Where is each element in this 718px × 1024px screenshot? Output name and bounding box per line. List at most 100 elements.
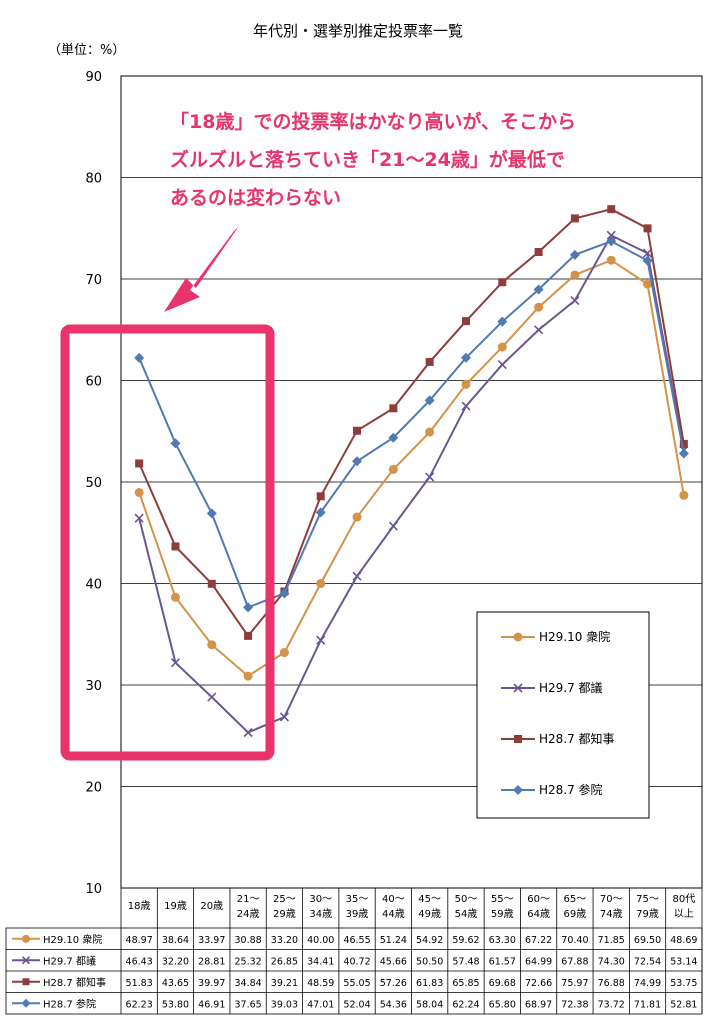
- data-point: [513, 785, 523, 795]
- x-category-label: 18歳: [128, 900, 151, 912]
- data-point: [170, 592, 180, 602]
- legend-entry: H29.10 衆院: [539, 630, 610, 644]
- annotation-text: あるのは変わらない: [170, 186, 341, 209]
- data-point: [316, 635, 326, 645]
- table-cell: 48.97: [126, 935, 153, 946]
- data-point: [316, 579, 326, 588]
- table-cell: 58.04: [416, 999, 443, 1010]
- legend-box: [476, 611, 650, 819]
- y-tick-label: 70: [85, 273, 102, 288]
- data-point: [679, 439, 688, 448]
- table-cell: 74.30: [598, 956, 625, 967]
- data-point: [244, 631, 253, 640]
- data-point: [207, 640, 217, 650]
- table-cell: 75.97: [561, 978, 588, 989]
- table-row-label: H28.7 参院: [43, 997, 96, 1010]
- data-point: [497, 316, 508, 327]
- table-cell: 59.62: [452, 935, 479, 946]
- data-point: [533, 284, 544, 295]
- legend-entry: H28.7 参院: [539, 782, 603, 797]
- table-row-label: H29.7 都議: [43, 954, 96, 967]
- table-cell: 46.91: [198, 999, 225, 1010]
- unit-label: （単位：%）: [48, 42, 125, 58]
- x-category-label: 54歳: [455, 908, 478, 920]
- table-cell: 53.75: [670, 978, 697, 989]
- data-point: [353, 426, 362, 435]
- table-cell: 25.32: [234, 956, 261, 967]
- table-cell: 40.72: [343, 956, 370, 967]
- table-cell: 73.72: [598, 999, 625, 1010]
- x-category-label: 21～: [237, 894, 260, 905]
- y-tick-label: 90: [85, 70, 102, 85]
- x-category-label: 60～: [527, 894, 550, 905]
- table-cell: 70.40: [561, 935, 588, 946]
- data-point: [514, 735, 522, 743]
- x-category-label: 30～: [309, 894, 332, 905]
- table-cell: 38.64: [162, 935, 189, 946]
- data-point: [534, 325, 544, 335]
- annotation-text: 「18歳」での投票率はかなり高いが、そこから: [170, 110, 576, 133]
- y-tick-label: 20: [85, 781, 102, 796]
- data-point: [570, 295, 580, 306]
- x-category-label: 79歳: [636, 908, 659, 920]
- table-cell: 37.65: [234, 999, 261, 1010]
- data-point: [134, 352, 145, 363]
- data-point: [134, 487, 144, 497]
- x-category-label: 35～: [346, 894, 369, 905]
- data-point: [642, 255, 653, 266]
- table-row-label: H28.7 都知事: [43, 976, 106, 989]
- data-point: [352, 512, 362, 522]
- table-cell: 50.50: [416, 956, 443, 967]
- table-cell: 71.81: [634, 999, 661, 1010]
- data-point: [498, 278, 507, 287]
- table-cell: 33.20: [271, 935, 298, 946]
- series-lines: [134, 205, 689, 738]
- x-category-label: 20歳: [200, 900, 223, 912]
- x-category-label: 49歳: [418, 908, 441, 920]
- data-point: [606, 255, 616, 265]
- table-cell: 51.24: [380, 935, 407, 946]
- x-category-label: 59歳: [491, 908, 514, 920]
- x-category-label: 65～: [564, 894, 587, 905]
- data-point: [171, 542, 180, 551]
- data-point: [388, 521, 398, 531]
- table-cell: 57.26: [380, 978, 407, 989]
- table-cell: 34.41: [307, 956, 334, 967]
- data-point: [388, 464, 398, 474]
- x-category-label: 45～: [418, 894, 441, 905]
- table-cell: 33.97: [198, 935, 225, 946]
- y-tick-label: 80: [85, 172, 102, 187]
- data-point: [243, 602, 254, 613]
- y-tick-label: 10: [85, 882, 102, 897]
- data-point: [425, 427, 435, 437]
- table-cell: 46.55: [343, 935, 370, 946]
- table-cell: 28.81: [198, 956, 225, 967]
- x-category-label: 69歳: [564, 908, 587, 920]
- series-line: [138, 208, 685, 638]
- x-category-label: 40～: [382, 894, 405, 905]
- table-cell: 72.38: [561, 999, 588, 1010]
- table-cell: 52.81: [670, 999, 697, 1010]
- table-cell: 43.65: [162, 978, 189, 989]
- data-point: [642, 248, 653, 258]
- highlight-box: [60, 324, 275, 761]
- data-point: [279, 588, 290, 599]
- data-point: [352, 456, 363, 467]
- series-line: [138, 240, 685, 609]
- annotation: 「18歳」での投票率はかなり高いが、そこからズルズルと落ちていき「21～24歳」…: [60, 110, 576, 761]
- data-point: [243, 727, 253, 738]
- x-category-label: 44歳: [382, 908, 405, 920]
- data-point: [643, 224, 652, 233]
- x-category-label: 55～: [491, 894, 514, 905]
- table-cell: 47.01: [307, 999, 334, 1010]
- data-point: [679, 490, 689, 500]
- table-cell: 55.05: [343, 978, 370, 989]
- x-category-label: 70～: [600, 894, 623, 905]
- data-point: [513, 683, 523, 693]
- data-table: 18歳 19歳 20歳 21～ 24歳 25～ 29歳 30～ 34歳 35～ 39歳 40～ 44歳 4…: [5, 888, 703, 1015]
- table-cell: 69.68: [489, 978, 516, 989]
- legend: H29.10 衆院 H29.7 都議 H28.7 都知事 H28.7 参院: [476, 611, 650, 819]
- x-category-label: 以上: [674, 908, 694, 920]
- table-cell: 63.30: [489, 935, 516, 946]
